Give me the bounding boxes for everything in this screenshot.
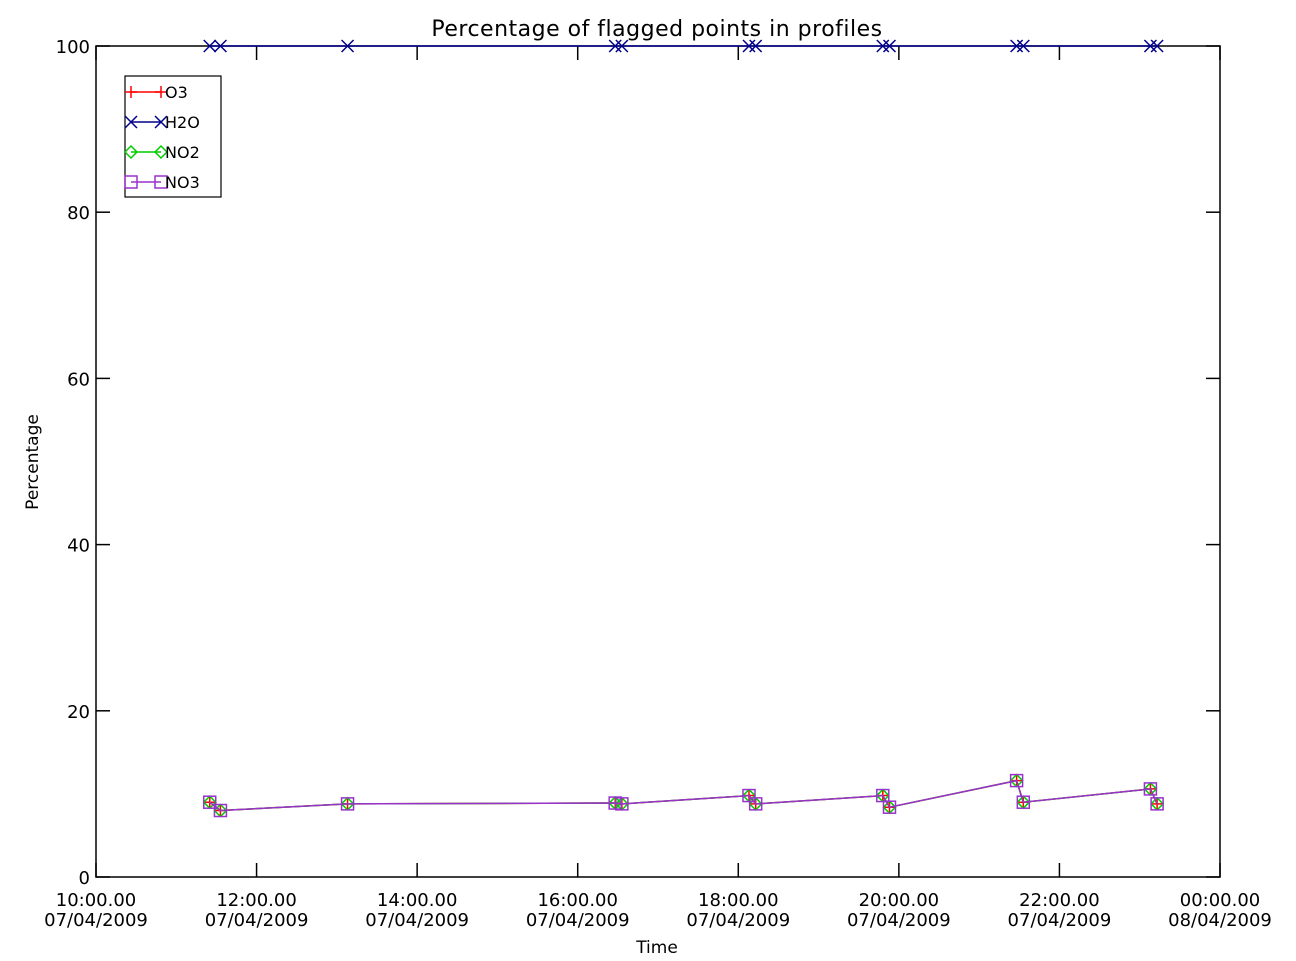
data-point-h2o xyxy=(203,39,217,53)
x-axis-label: Time xyxy=(635,938,678,958)
series-line-no3 xyxy=(209,779,1158,812)
legend-marker xyxy=(123,144,139,160)
x-tick-label-time: 12:00.00 xyxy=(216,890,297,911)
legend-marker xyxy=(154,175,168,189)
data-point-h2o xyxy=(213,39,227,53)
data-point-no3 xyxy=(1150,797,1164,811)
data-point-h2o xyxy=(608,39,622,53)
x-tick-label-date: 07/04/2009 xyxy=(1008,910,1112,931)
legend: O3 H2O NO2 NO3 xyxy=(123,75,222,198)
x-tick-label-date: 07/04/2009 xyxy=(526,910,630,931)
x-tick-label-date: 07/04/2009 xyxy=(44,910,148,931)
legend-box xyxy=(124,75,222,198)
legend-marker xyxy=(155,86,167,98)
x-tick-label-time: 16:00.00 xyxy=(537,890,618,911)
x-tick-label-time: 18:00.00 xyxy=(698,890,779,911)
data-point-h2o xyxy=(749,39,763,53)
data-point-h2o xyxy=(1010,39,1024,53)
x-tick-label-date: 07/04/2009 xyxy=(365,910,469,931)
legend-label-no3: NO3 xyxy=(165,173,200,192)
y-tick-label: 100 xyxy=(56,37,90,58)
y-axis-label: Percentage xyxy=(23,414,43,510)
data-point-no3 xyxy=(213,803,228,818)
legend-marker xyxy=(124,115,138,129)
y-tick-label: 40 xyxy=(67,536,90,557)
y-tick-label: 0 xyxy=(79,868,90,889)
legend-marker xyxy=(153,144,169,160)
chart-title: Percentage of flagged points in profiles xyxy=(431,17,882,42)
axis-ticks: 02040608010010:00.0007/04/200912:00.0007… xyxy=(44,37,1272,931)
data-point-no3 xyxy=(202,795,217,809)
x-tick-label-date: 07/04/2009 xyxy=(205,910,309,931)
x-tick-label-time: 14:00.00 xyxy=(377,890,458,911)
data-point-no3 xyxy=(1143,782,1158,796)
x-tick-label-time: 22:00.00 xyxy=(1019,890,1100,911)
data-point-no3 xyxy=(340,797,355,811)
legend-label-h2o: H2O xyxy=(165,113,200,132)
y-tick-label: 60 xyxy=(67,369,90,390)
legend-marker xyxy=(124,175,138,189)
data-point-h2o xyxy=(1016,39,1030,53)
data-point-h2o xyxy=(742,39,756,53)
series-no3 xyxy=(202,773,1164,818)
x-tick-label-time: 20:00.00 xyxy=(859,890,940,911)
x-tick-label-time: 10:00.00 xyxy=(56,890,137,911)
data-point-no3 xyxy=(882,800,897,814)
data-point-h2o xyxy=(1143,39,1157,53)
data-point-h2o xyxy=(341,39,355,53)
data-point-h2o xyxy=(882,39,897,53)
legend-marker xyxy=(125,86,137,98)
data-point-no3 xyxy=(1016,795,1031,809)
data-point-h2o xyxy=(615,39,629,53)
legend-marker xyxy=(154,115,168,129)
legend-label-o3: O3 xyxy=(165,83,188,102)
data-point-no3 xyxy=(1009,773,1024,788)
data-point-h2o xyxy=(876,39,890,53)
plot-frame xyxy=(95,45,1221,878)
legend-label-no2: NO2 xyxy=(165,143,200,162)
data-point-no3 xyxy=(748,797,763,811)
data-point-no3 xyxy=(615,797,629,811)
x-tick-label-date: 07/04/2009 xyxy=(686,910,790,931)
x-tick-label-date: 08/04/2009 xyxy=(1168,910,1272,931)
x-tick-label-date: 07/04/2009 xyxy=(847,910,951,931)
data-point-h2o xyxy=(1150,39,1164,53)
y-tick-label: 80 xyxy=(67,203,90,224)
y-tick-label: 20 xyxy=(67,702,90,723)
x-tick-label-time: 00:00.00 xyxy=(1180,890,1261,911)
series-layer xyxy=(202,39,1165,818)
series-h2o xyxy=(203,39,1164,53)
